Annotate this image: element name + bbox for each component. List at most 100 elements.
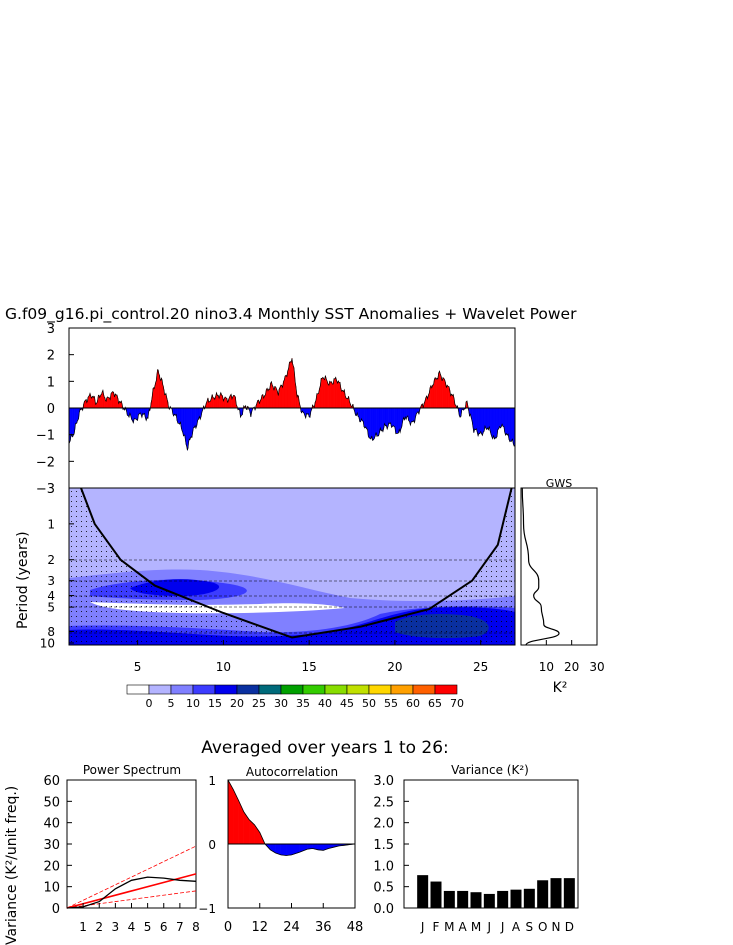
month-label: J (487, 920, 492, 934)
colorbar-label: 35 (296, 697, 310, 710)
variance-bar (417, 875, 429, 908)
cone-of-influence-mask (69, 488, 515, 645)
gws-line (521, 487, 560, 646)
y-tick-label: 3 (47, 574, 55, 588)
y-tick-label: 20 (43, 859, 60, 874)
colorbar-label: 70 (450, 697, 464, 710)
confidence-upper (66, 845, 197, 909)
variance-bar (430, 881, 442, 908)
variance-bar (537, 880, 549, 908)
x-tick-label: 48 (347, 920, 364, 935)
averaged-title: Averaged over years 1 to 26: (201, 738, 449, 758)
colorbar-label: 20 (230, 697, 244, 710)
colorbar: 0 5 10 15 20 25 30 35 40 45 50 55 60 65 70 (126, 684, 464, 710)
y-tick-label: 1.0 (373, 859, 394, 874)
month-label: J (500, 920, 505, 934)
colorbar-swatch (434, 684, 458, 695)
variance-bar (443, 890, 455, 908)
variance-bar (523, 888, 535, 908)
variance-bars (417, 875, 575, 908)
wavelet-frame (68, 487, 516, 646)
positive-correlation (254, 824, 260, 845)
month-label: N (552, 920, 561, 934)
y-tick-label: 1 (47, 375, 55, 390)
colorbar-swatch (236, 684, 260, 695)
red-noise-line (66, 873, 197, 909)
month-label: M (444, 920, 454, 934)
month-label: D (565, 920, 574, 934)
variance-bar (470, 892, 482, 908)
timeseries-y-ticks: 3 2 1 0 −1 −2 −3 (36, 322, 74, 497)
negative-correlation (317, 843, 324, 851)
spectrum-title: Power Spectrum (83, 763, 181, 777)
variance-bar (483, 893, 495, 908)
variance-bar (563, 878, 575, 908)
y-tick-label: 3 (47, 322, 55, 337)
spectrum-lines (66, 845, 197, 909)
autocorrelation-x-ticks: 0 12 24 36 48 (224, 903, 363, 935)
x-tick-label: 6 (160, 920, 168, 934)
colorbar-label: 50 (362, 697, 376, 710)
month-label: F (433, 920, 440, 934)
y-tick-label: 60 (43, 774, 60, 789)
x-tick-label: 20 (387, 660, 402, 674)
wavelet-y-label: Period (years) (15, 531, 31, 629)
positive-correlation (243, 811, 250, 845)
y-tick-label: 2.5 (373, 795, 394, 810)
y-tick-label: 40 (43, 817, 60, 832)
colorbar-label: 60 (406, 697, 420, 710)
x-tick-label: 5 (134, 660, 142, 674)
colorbar-label: 65 (428, 697, 442, 710)
y-tick-label: 3.0 (373, 774, 394, 789)
spectrum-frame (66, 779, 197, 909)
autocorrelation-fills (227, 779, 356, 856)
y-tick-label: −1 (36, 429, 55, 444)
month-label: S (526, 920, 534, 934)
x-tick-label: 30 (589, 660, 604, 674)
colorbar-swatch (126, 684, 150, 695)
y-tick-label: −2 (36, 455, 55, 470)
x-tick-label: 3 (112, 920, 120, 934)
y-tick-label: 0 (52, 902, 60, 917)
y-tick-label: 1.5 (373, 838, 394, 853)
colorbar-swatch (346, 684, 370, 695)
positive-correlation (227, 779, 234, 845)
colorbar-swatch (324, 684, 348, 695)
colorbar-label: 25 (252, 697, 266, 710)
y-tick-label: 10 (40, 636, 55, 650)
x-tick-label: 10 (539, 660, 554, 674)
colorbar-label: 30 (274, 697, 288, 710)
x-tick-label: 0 (224, 920, 232, 935)
y-tick-label: 30 (43, 838, 60, 853)
x-tick-label: 25 (473, 660, 488, 674)
y-tick-label: 2.0 (373, 817, 394, 832)
spectrum-line (66, 876, 197, 909)
y-tick-label: 8 (47, 625, 55, 639)
y-tick-label: −3 (36, 482, 55, 497)
x-tick-label: 1 (79, 920, 87, 934)
y-tick-label: 0.5 (373, 881, 394, 896)
variance-title: Variance (K²) (451, 763, 529, 777)
month-label: A (512, 920, 521, 934)
positive-correlation (233, 789, 239, 845)
colorbar-swatch (412, 684, 436, 695)
y-tick-label: 4 (47, 589, 55, 603)
autocorrelation-title: Autocorrelation (246, 765, 338, 779)
x-tick-label: 7 (176, 920, 184, 934)
gws-x-ticks: 10 20 30 (539, 640, 605, 674)
colorbar-label: 45 (340, 697, 354, 710)
colorbar-label: 40 (318, 697, 332, 710)
x-tick-label: 20 (564, 660, 579, 674)
x-tick-label: 15 (302, 660, 317, 674)
y-tick-label: −1 (198, 902, 216, 916)
anomaly-fills (68, 358, 516, 451)
colorbar-swatch (170, 684, 194, 695)
y-tick-label: 1 (47, 517, 55, 531)
x-tick-label: 24 (283, 920, 300, 935)
month-label: O (538, 920, 547, 934)
colorbar-swatch (148, 684, 172, 695)
y-tick-label: 2 (47, 553, 55, 567)
colorbar-swatch (280, 684, 304, 695)
y-tick-label: 50 (43, 795, 60, 810)
